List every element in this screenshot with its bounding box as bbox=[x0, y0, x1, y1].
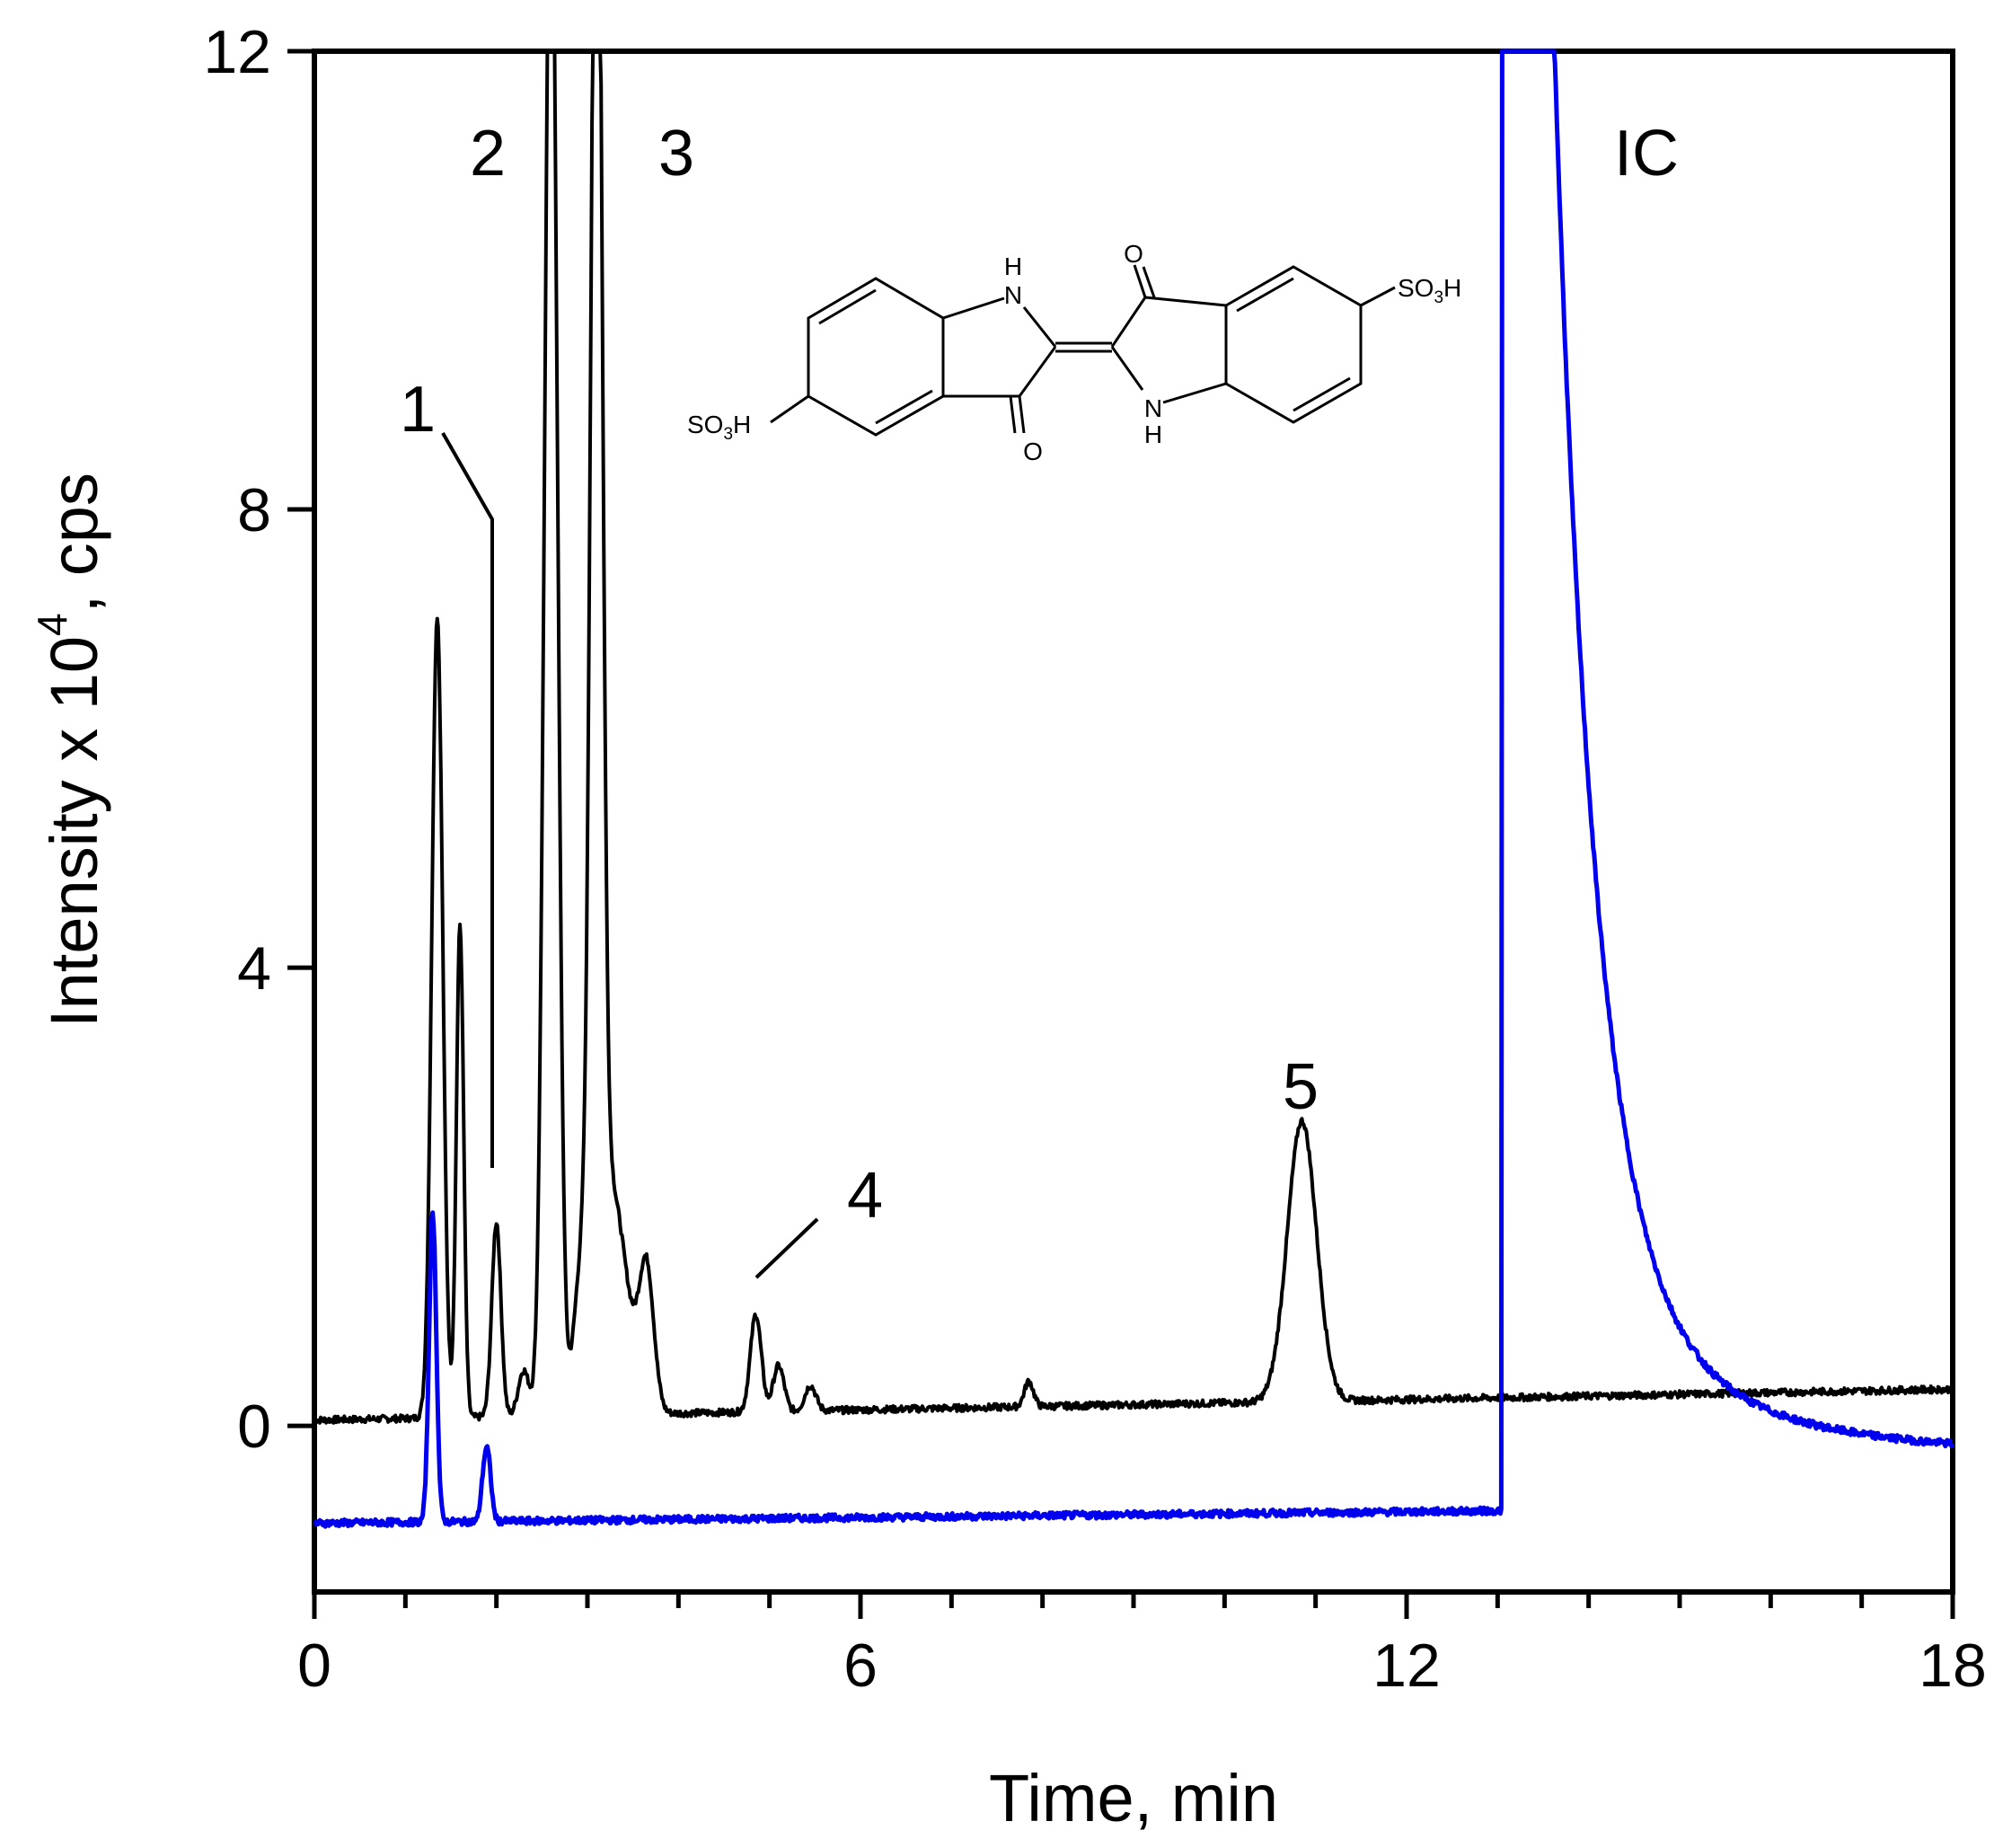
y-axis-title: Intensity x 104, cps bbox=[29, 473, 111, 1028]
peak-1-leader bbox=[441, 432, 494, 1168]
so3h-right-b: H bbox=[1443, 274, 1461, 302]
peak-4-leader bbox=[754, 1217, 819, 1279]
y-tick-label: 4 bbox=[237, 934, 271, 1003]
peak-label-2: 2 bbox=[470, 118, 506, 190]
y-axis-title-tail: , cps bbox=[37, 473, 111, 613]
x-tick-label: 0 bbox=[297, 1631, 331, 1700]
x-tick-label: 18 bbox=[1919, 1631, 1987, 1700]
structure-n-bottom: N bbox=[1144, 394, 1162, 422]
so3h-left-sub: 3 bbox=[723, 425, 733, 444]
tick-layer bbox=[287, 49, 1955, 1619]
y-axis-title-exponent: 4 bbox=[29, 613, 75, 636]
so3h-left-a: SO bbox=[687, 411, 723, 438]
peak-label-5: 5 bbox=[1283, 1051, 1319, 1123]
blank-trace bbox=[313, 49, 1955, 1529]
y-tick-label: 0 bbox=[237, 1393, 271, 1461]
y-axis-title-main: Intensity x 10 bbox=[37, 636, 111, 1028]
sample-trace bbox=[313, 49, 1954, 1425]
structure-so3h-right: SO3H bbox=[1398, 274, 1461, 307]
peak-label-1: 1 bbox=[400, 374, 436, 446]
x-tick-label: 12 bbox=[1372, 1631, 1441, 1700]
structure-so3h-left: SO3H bbox=[687, 411, 751, 444]
y-tick-label: 8 bbox=[237, 476, 271, 544]
x-axis-title: Time, min bbox=[989, 1761, 1278, 1835]
structure-o-top: O bbox=[1124, 240, 1143, 268]
chemical-structure-labels: H N O O N H SO3H SO3H bbox=[687, 240, 1461, 465]
peak-label-3: 3 bbox=[658, 118, 694, 190]
chemical-structure bbox=[770, 264, 1396, 437]
structure-h-top: H bbox=[1004, 252, 1022, 280]
x-tick-label: 6 bbox=[843, 1631, 878, 1700]
structure-h-bottom: H bbox=[1144, 420, 1162, 448]
so3h-left-b: H bbox=[733, 411, 751, 438]
peak-label-ic: IC bbox=[1614, 118, 1679, 190]
series-layer bbox=[313, 49, 1955, 1529]
structure-o-bottom: O bbox=[1023, 438, 1043, 465]
so3h-right-sub: 3 bbox=[1434, 288, 1443, 307]
y-tick-label: 12 bbox=[203, 18, 271, 86]
so3h-right-a: SO bbox=[1398, 274, 1434, 302]
peak-label-4: 4 bbox=[847, 1160, 883, 1232]
structure-n-top: N bbox=[1004, 281, 1022, 309]
